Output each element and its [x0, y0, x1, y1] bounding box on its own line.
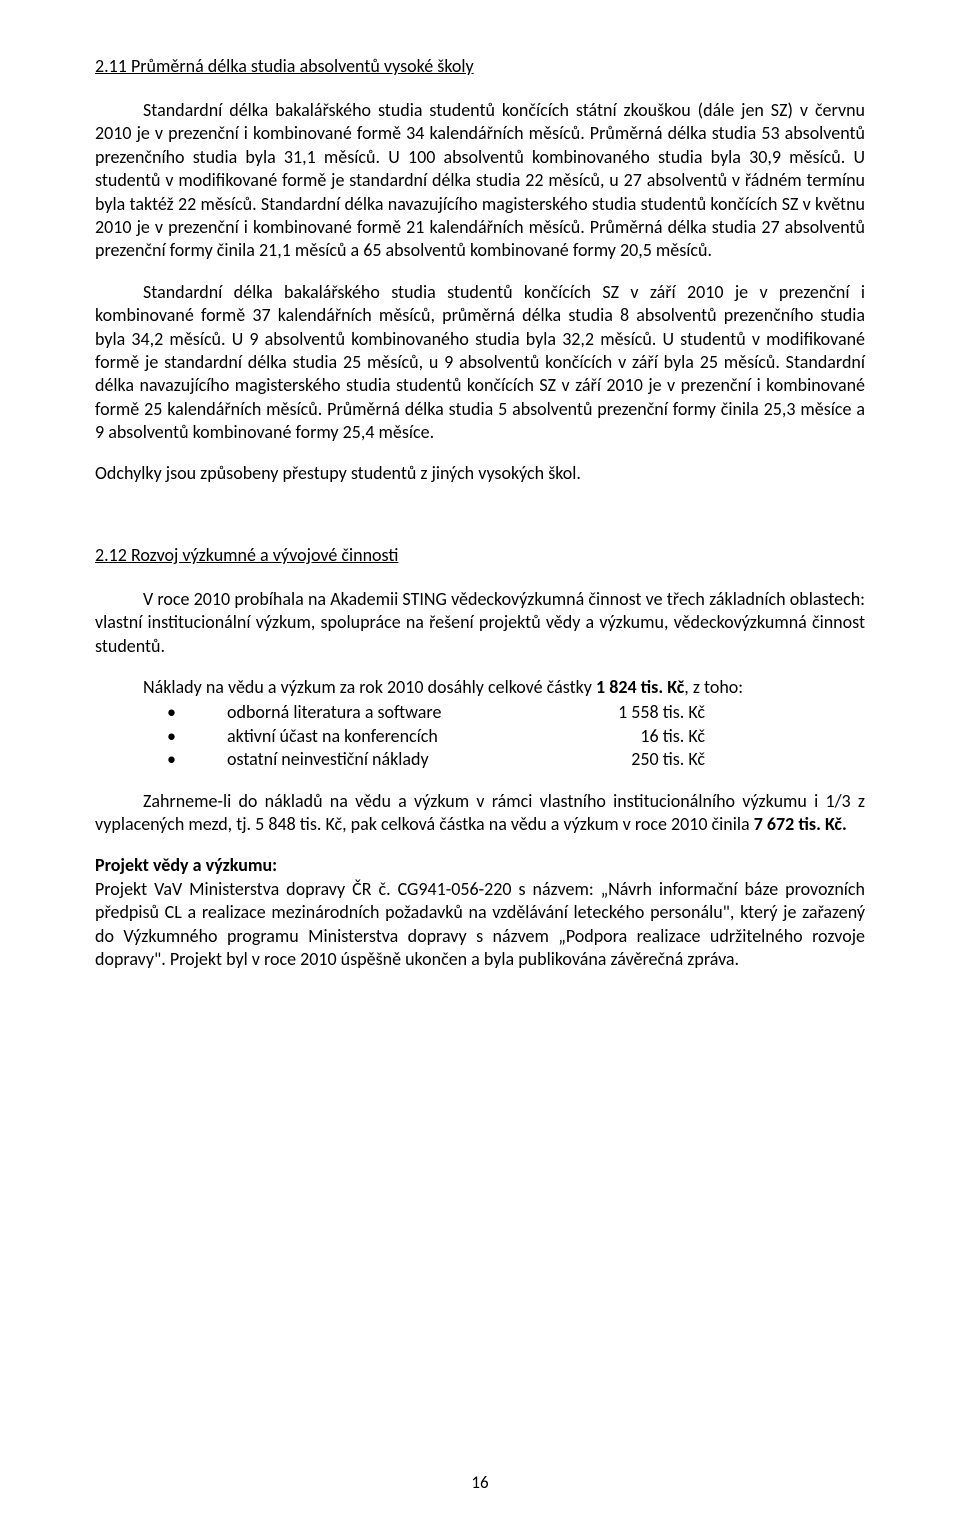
para2-bold: 7 672 tis. Kč. [754, 813, 847, 835]
section-heading-1: 2.11 Průměrná délka studia absolventů vy… [95, 55, 865, 77]
bullet-value: 250 tis. Kč [565, 748, 865, 771]
costs-intro-pre: Náklady na vědu a výzkum za rok 2010 dos… [143, 676, 596, 698]
bullet-value: 16 tis. Kč [565, 725, 865, 748]
section-heading-2: 2.12 Rozvoj výzkumné a vývojové činnosti [95, 544, 865, 566]
bullet-value: 1 558 tis. Kč [565, 701, 865, 724]
project-heading: Projekt vědy a výzkumu: [95, 854, 277, 876]
project-block: Projekt vědy a výzkumu: Projekt VaV Mini… [95, 854, 865, 971]
section1-para3: Odchylky jsou způsobeny přestupy student… [95, 462, 865, 485]
section2-para1: V roce 2010 probíhala na Akademii STING … [95, 588, 865, 658]
bullet-item: • aktivní účast na konferencích 16 tis. … [95, 725, 865, 748]
costs-intro-bold: 1 824 tis. Kč [596, 676, 684, 698]
para2-pre: Zahrneme-li do nákladů na vědu a výzkum … [95, 790, 865, 835]
project-text: Projekt VaV Ministerstva dopravy ČR č. C… [95, 878, 865, 970]
bullet-label: aktivní účast na konferencích [227, 725, 565, 748]
bullet-label: ostatní neinvestiční náklady [227, 748, 565, 771]
bullet-icon: • [95, 748, 227, 771]
bullet-icon: • [95, 725, 227, 748]
page-number: 16 [0, 1472, 960, 1493]
bullet-item: • ostatní neinvestiční náklady 250 tis. … [95, 748, 865, 771]
bullet-list: • odborná literatura a software 1 558 ti… [95, 701, 865, 771]
costs-intro: Náklady na vědu a výzkum za rok 2010 dos… [95, 676, 865, 699]
document-page: 2.11 Průměrná délka studia absolventů vy… [0, 0, 960, 1523]
bullet-icon: • [95, 701, 227, 724]
costs-intro-post: , z toho: [684, 676, 743, 698]
bullet-item: • odborná literatura a software 1 558 ti… [95, 701, 865, 724]
bullet-label: odborná literatura a software [227, 701, 565, 724]
section1-para2: Standardní délka bakalářského studia stu… [95, 281, 865, 445]
section1-para1: Standardní délka bakalářského studia stu… [95, 99, 865, 263]
section2-para2: Zahrneme-li do nákladů na vědu a výzkum … [95, 790, 865, 837]
